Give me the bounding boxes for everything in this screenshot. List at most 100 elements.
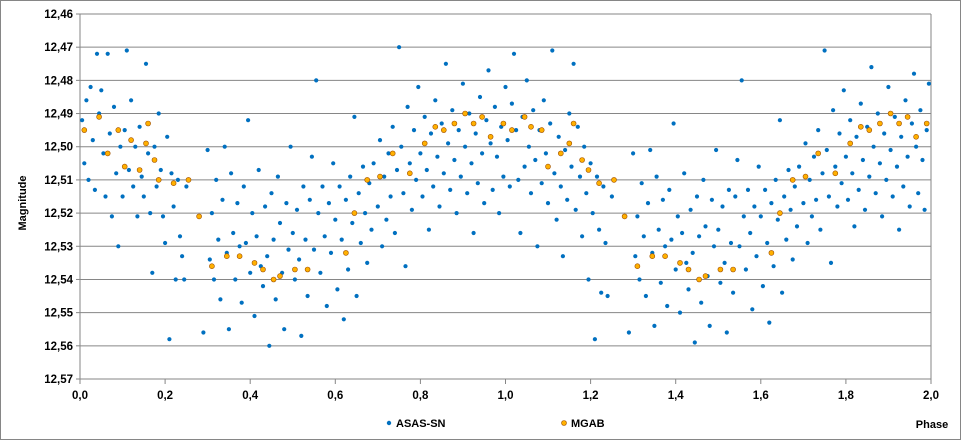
mgab-point xyxy=(545,163,551,170)
mgab-point xyxy=(696,276,702,283)
asas-sn-point xyxy=(535,244,540,249)
asas-sn-point xyxy=(877,161,883,166)
mgab-point xyxy=(832,170,839,177)
asas-sn-point xyxy=(573,207,578,212)
asas-sn-point xyxy=(380,244,385,249)
asas-sn-point xyxy=(745,187,751,192)
asas-sn-point xyxy=(209,211,214,216)
asas-sn-point xyxy=(743,267,749,272)
mgab-point xyxy=(866,127,873,133)
asas-sn-point xyxy=(803,141,808,146)
asas-sn-point xyxy=(490,187,495,192)
asas-sn-point xyxy=(150,270,155,275)
asas-sn-point xyxy=(871,144,876,149)
asas-sn-point xyxy=(750,307,755,312)
mgab-point xyxy=(451,120,458,127)
asas-sn-point xyxy=(684,260,689,265)
asas-sn-point xyxy=(552,171,557,176)
asas-sn-point xyxy=(480,151,485,156)
asas-sn-point xyxy=(160,214,166,219)
mgab-point xyxy=(913,134,919,140)
mgab-point xyxy=(487,134,494,140)
asas-sn-point xyxy=(103,194,108,199)
asas-sn-point xyxy=(141,194,146,199)
asas-sn-point xyxy=(905,154,910,159)
asas-sn-point xyxy=(497,211,502,216)
asas-sn-point xyxy=(639,181,644,186)
asas-sn-point xyxy=(556,134,561,139)
asas-sn-point xyxy=(239,300,244,305)
asas-sn-point xyxy=(275,174,280,179)
asas-sn-point xyxy=(735,157,740,163)
asas-sn-point xyxy=(348,174,353,179)
asas-sn-point xyxy=(828,260,834,265)
x-tick-label: 0,8 xyxy=(412,390,429,402)
asas-sn-point xyxy=(409,207,414,212)
asas-sn-point xyxy=(414,177,419,182)
mgab-point xyxy=(768,250,775,256)
asas-sn-point xyxy=(229,171,234,176)
y-axis-label: Magnitude xyxy=(17,176,29,231)
asas-sn-point xyxy=(526,144,532,149)
x-tick-label: 0,4 xyxy=(242,390,259,402)
asas-sn-point xyxy=(169,171,174,176)
asas-sn-point xyxy=(386,151,391,156)
asas-sn-point xyxy=(897,227,902,232)
asas-sn-point xyxy=(565,197,570,202)
mgab-point xyxy=(717,266,724,273)
asas-sn-point xyxy=(722,260,727,265)
asas-sn-point xyxy=(101,151,106,156)
asas-sn-point xyxy=(99,88,104,93)
mgab-point xyxy=(847,140,854,147)
x-tick-label: 0,6 xyxy=(327,390,343,402)
asas-sn-point xyxy=(146,151,151,156)
asas-sn-point xyxy=(114,171,119,176)
asas-sn-point xyxy=(401,191,406,196)
mgab-point xyxy=(81,127,88,133)
asas-sn-point xyxy=(592,337,598,342)
asas-sn-point xyxy=(465,191,470,196)
asas-sn-point xyxy=(648,147,653,153)
asas-sn-point xyxy=(569,164,574,169)
asas-sn-point xyxy=(790,257,795,262)
asas-sn-point xyxy=(265,254,270,259)
asas-sn-point xyxy=(669,237,674,242)
asas-sn-point xyxy=(109,214,114,219)
asas-sn-point xyxy=(439,121,444,126)
asas-sn-point xyxy=(560,254,566,259)
asas-sn-point xyxy=(314,78,319,83)
asas-sn-point xyxy=(316,211,321,216)
asas-sn-point xyxy=(388,194,393,199)
asas-sn-point xyxy=(665,303,670,309)
asas-sn-point xyxy=(856,187,861,192)
mgab-point xyxy=(777,210,783,216)
asas-sn-point xyxy=(741,214,746,219)
mgab-point xyxy=(579,157,585,163)
asas-sn-point xyxy=(858,101,863,106)
asas-sn-point xyxy=(777,118,783,123)
y-tick-label: 12,51 xyxy=(44,175,73,187)
asas-sn-point xyxy=(850,171,855,176)
asas-sn-point xyxy=(88,84,93,90)
asas-sn-point xyxy=(822,48,827,53)
asas-sn-point xyxy=(428,131,434,136)
asas-sn-point xyxy=(922,207,927,212)
asas-sn-point xyxy=(797,164,802,169)
mgab-point xyxy=(270,276,277,283)
asas-sn-point xyxy=(135,214,140,219)
mgab-point xyxy=(389,150,396,157)
asas-sn-point xyxy=(214,177,219,182)
y-tick-label: 12,49 xyxy=(44,109,73,121)
asas-sn-point xyxy=(701,177,706,182)
asas-sn-point xyxy=(271,237,276,242)
asas-sn-point xyxy=(252,313,257,319)
asas-sn-point xyxy=(626,330,632,335)
asas-sn-point xyxy=(920,157,925,163)
asas-sn-point xyxy=(405,104,410,109)
asas-sn-point xyxy=(894,164,900,169)
asas-sn-point xyxy=(290,230,295,236)
asas-sn-point xyxy=(886,84,891,90)
asas-sn-point xyxy=(601,184,606,189)
asas-sn-point xyxy=(739,78,744,83)
mgab-point xyxy=(96,114,102,120)
